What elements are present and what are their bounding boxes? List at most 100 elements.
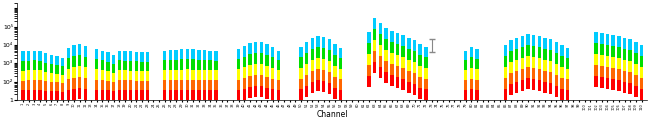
Bar [242, 78, 246, 89]
Bar [78, 55, 81, 66]
Bar [84, 46, 87, 57]
Bar [469, 79, 473, 89]
Bar [419, 44, 422, 55]
Bar [38, 61, 42, 71]
Bar [135, 71, 138, 81]
Bar [384, 61, 388, 72]
Bar [510, 51, 513, 62]
Bar [61, 92, 64, 100]
Bar [402, 68, 405, 79]
Bar [209, 60, 212, 70]
Bar [510, 73, 513, 84]
Bar [197, 90, 201, 100]
Bar [504, 89, 507, 100]
Bar [192, 70, 195, 80]
Bar [180, 90, 183, 100]
Bar [424, 89, 428, 100]
Bar [328, 39, 331, 51]
Bar [333, 44, 337, 55]
Bar [84, 57, 87, 67]
Bar [566, 69, 569, 79]
Bar [379, 56, 382, 67]
Bar [521, 69, 524, 80]
Bar [84, 78, 87, 89]
Bar [265, 77, 268, 88]
Bar [629, 83, 632, 94]
Bar [248, 65, 252, 76]
Bar [554, 75, 558, 86]
Bar [311, 71, 314, 82]
Bar [549, 83, 552, 94]
Bar [543, 60, 547, 71]
Bar [163, 80, 166, 90]
Bar [299, 47, 303, 57]
Bar [124, 71, 127, 80]
Bar [543, 49, 547, 60]
Bar [237, 69, 240, 80]
Bar [390, 31, 393, 42]
Bar [277, 70, 280, 80]
Bar [640, 89, 644, 100]
Bar [600, 66, 603, 77]
Bar [72, 56, 75, 67]
Bar [464, 70, 467, 80]
Bar [299, 89, 303, 100]
Bar [549, 39, 552, 51]
Bar [180, 49, 183, 59]
Bar [146, 81, 150, 90]
Bar [634, 53, 638, 64]
Bar [129, 81, 133, 90]
Bar [95, 69, 98, 80]
Bar [203, 50, 206, 60]
Bar [254, 53, 257, 64]
Bar [413, 84, 416, 95]
Bar [322, 81, 326, 92]
Bar [322, 48, 326, 59]
Bar [629, 61, 632, 72]
Bar [373, 40, 376, 51]
Bar [163, 90, 166, 100]
Bar [21, 90, 25, 100]
Bar [66, 79, 70, 90]
Bar [129, 71, 133, 81]
Bar [317, 80, 320, 91]
Bar [526, 67, 530, 78]
Bar [532, 68, 536, 79]
Bar [78, 76, 81, 88]
Bar [135, 51, 138, 61]
Bar [107, 71, 110, 81]
Bar [538, 80, 541, 91]
Bar [629, 51, 632, 61]
Bar [66, 69, 70, 79]
Bar [197, 50, 201, 60]
Bar [101, 70, 104, 80]
Bar [265, 44, 268, 55]
Bar [265, 55, 268, 66]
Bar [617, 47, 621, 58]
Bar [95, 59, 98, 69]
Bar [271, 89, 274, 100]
Bar [186, 59, 189, 69]
Bar [32, 90, 36, 100]
Bar [384, 39, 388, 50]
Bar [21, 71, 25, 81]
Bar [629, 39, 632, 51]
Bar [254, 64, 257, 75]
Bar [237, 80, 240, 90]
Bar [532, 35, 536, 46]
Bar [515, 71, 519, 82]
Bar [532, 57, 536, 68]
Bar [373, 18, 376, 29]
Bar [55, 65, 58, 74]
Bar [180, 59, 183, 70]
Bar [214, 90, 218, 100]
Bar [396, 77, 399, 88]
Bar [95, 49, 98, 59]
Bar [237, 59, 240, 69]
Bar [169, 90, 172, 100]
Bar [203, 70, 206, 80]
Bar [407, 82, 411, 93]
Bar [328, 83, 331, 94]
Bar [311, 38, 314, 49]
Bar [402, 57, 405, 68]
